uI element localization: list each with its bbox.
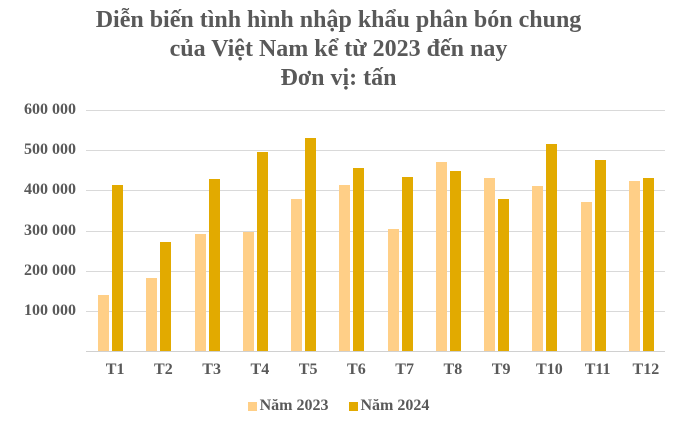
gridline xyxy=(86,270,665,272)
bar-t3-năm-2023 xyxy=(194,234,206,351)
bar-t6-năm-2023 xyxy=(339,185,351,351)
y-tick-label: 200 000 xyxy=(24,261,76,279)
chart-title-line-2: của Việt Nam kể từ 2023 đến nay xyxy=(169,36,508,62)
chart-title-line-3: Đơn vị: tấn xyxy=(280,65,397,91)
x-tick-label: T11 xyxy=(584,361,611,378)
bar-group-t8 xyxy=(424,110,472,351)
gridline xyxy=(86,190,665,192)
bar-t1-năm-2024 xyxy=(112,185,123,351)
bar-t12-năm-2024 xyxy=(642,178,654,351)
x-tick-label: T8 xyxy=(443,361,463,378)
bar-t10-năm-2024 xyxy=(546,144,558,351)
x-tick-label: T1 xyxy=(105,361,125,378)
gridline xyxy=(86,150,665,152)
plot-area xyxy=(86,110,665,352)
bar-t7-năm-2023 xyxy=(387,229,399,351)
chart-title-line-1: Diễn biến tình hình nhập khẩu phân bón c… xyxy=(95,7,582,33)
y-tick-label: 400 000 xyxy=(24,181,76,199)
bar-group-t12 xyxy=(617,110,665,351)
legend-swatch-2023 xyxy=(247,401,257,411)
x-tick-label: T10 xyxy=(536,361,563,378)
y-tick-label: 300 000 xyxy=(24,221,76,239)
bar-t1-năm-2023 xyxy=(98,295,109,351)
bar-group-t1 xyxy=(86,110,134,351)
chart-title: Diễn biến tình hình nhập khẩu phân bón c… xyxy=(0,6,677,93)
bar-group-t11 xyxy=(569,110,617,351)
x-tick-label: T4 xyxy=(250,361,270,378)
legend-label-2024: Năm 2024 xyxy=(360,397,430,414)
bar-group-t3 xyxy=(183,110,231,351)
bar-t9-năm-2024 xyxy=(498,199,509,351)
y-tick-label: 500 000 xyxy=(24,141,76,159)
gridline xyxy=(86,310,665,312)
bar-group-t6 xyxy=(327,110,375,351)
bar-t8-năm-2023 xyxy=(435,162,447,351)
x-axis-line xyxy=(86,351,665,352)
x-tick-label: T3 xyxy=(202,361,221,378)
x-tick-label: T6 xyxy=(347,361,366,378)
bar-group-t5 xyxy=(279,110,327,351)
bar-t11-năm-2024 xyxy=(594,160,606,351)
bar-t5-năm-2024 xyxy=(305,138,316,351)
gridline xyxy=(86,110,665,111)
x-tick-label: T2 xyxy=(154,361,173,378)
legend: Năm 2023 Năm 2024 xyxy=(0,397,677,415)
bar-t7-năm-2024 xyxy=(401,177,413,351)
bar-t11-năm-2023 xyxy=(580,201,592,351)
bar-group-t2 xyxy=(134,110,182,351)
bar-group-t10 xyxy=(520,110,568,351)
x-tick-label: T7 xyxy=(395,361,414,378)
gridline xyxy=(86,230,665,232)
bar-t4-năm-2024 xyxy=(256,152,268,351)
legend-label-2023: Năm 2023 xyxy=(259,397,329,414)
legend-item-2023: Năm 2023 xyxy=(247,397,329,415)
legend-swatch-2024 xyxy=(348,401,358,411)
legend-item-2024: Năm 2024 xyxy=(348,397,430,415)
x-tick-label: T9 xyxy=(491,361,511,378)
y-tick-label: 100 000 xyxy=(24,301,76,319)
y-tick-label: 600 000 xyxy=(24,101,76,118)
bar-group-t9 xyxy=(472,110,520,351)
bar-group-t7 xyxy=(376,110,424,351)
bar-t10-năm-2023 xyxy=(532,186,544,351)
bar-t9-năm-2023 xyxy=(484,178,495,351)
x-tick-label: T5 xyxy=(298,361,318,378)
bar-t12-năm-2023 xyxy=(628,181,640,351)
bar-group-t4 xyxy=(231,110,279,351)
bar-t2-năm-2024 xyxy=(160,242,172,351)
bar-t5-năm-2023 xyxy=(291,199,302,351)
bar-t8-năm-2024 xyxy=(449,171,461,351)
x-tick-label: T12 xyxy=(632,361,660,378)
bar-t4-năm-2023 xyxy=(242,232,254,351)
bar-t3-năm-2024 xyxy=(208,179,220,351)
bar-t6-năm-2024 xyxy=(353,168,365,351)
bar-t2-năm-2023 xyxy=(146,277,158,351)
